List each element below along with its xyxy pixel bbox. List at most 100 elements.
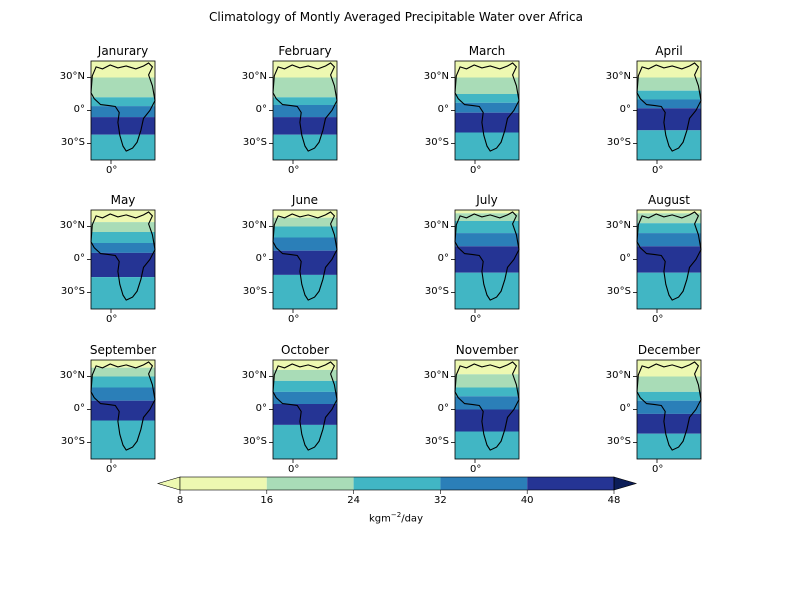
lon-tick-label: 0° — [470, 165, 482, 176]
contour-band — [455, 233, 519, 247]
contour-band — [273, 380, 337, 392]
map-panel-1 — [87, 60, 156, 164]
contour-band — [91, 360, 155, 368]
contour-band — [637, 433, 701, 459]
contour-band — [637, 210, 701, 214]
colorbar-segment — [440, 477, 528, 490]
lat-tick-label: 30°S — [424, 435, 449, 447]
lat-tick-label: 30°N — [605, 70, 631, 82]
panel-title: December — [637, 343, 701, 357]
contour-band — [91, 376, 155, 388]
panel-title: September — [89, 343, 157, 357]
map-panel-12 — [633, 359, 702, 463]
panel-title: April — [655, 44, 683, 58]
panel-title: July — [476, 193, 498, 207]
contour-band — [637, 272, 701, 309]
contour-band — [455, 396, 519, 410]
contour-band — [273, 97, 337, 105]
contour-band — [273, 226, 337, 238]
contour-band — [91, 61, 155, 78]
lon-tick-label: 0° — [470, 314, 482, 325]
lon-tick-label: 0° — [106, 464, 118, 475]
coastline — [90, 361, 156, 451]
lat-tick-label: 30°S — [60, 435, 85, 447]
lat-tick-label: 30°S — [424, 136, 449, 148]
contour-band — [273, 61, 337, 78]
panel-title: October — [280, 343, 330, 357]
colorbar-frame — [179, 476, 615, 491]
contour-band — [455, 102, 519, 113]
contour-band — [637, 99, 701, 109]
contour-band — [273, 369, 337, 381]
contour-band — [273, 360, 337, 370]
coastline — [454, 211, 520, 301]
figure-title: Climatology of Montly Averaged Precipita… — [209, 10, 583, 24]
lon-tick-label: 0° — [470, 464, 482, 475]
contour-band — [91, 387, 155, 401]
contour-band — [455, 210, 519, 214]
colorbar-segment — [353, 477, 441, 490]
contour-band — [637, 360, 701, 377]
coastline — [90, 62, 156, 152]
coastline — [272, 361, 338, 451]
colorbar-tick-label: 8 — [176, 495, 184, 506]
lat-tick-label: 30°N — [59, 70, 85, 82]
lat-tick-label: 0° — [73, 252, 85, 264]
map-panel-11 — [451, 359, 520, 463]
contour-band — [273, 237, 337, 251]
colorbar-tick-label: 48 — [607, 495, 621, 506]
contour-band — [455, 246, 519, 273]
panel-title: March — [468, 44, 506, 58]
map-panel-3 — [451, 60, 520, 164]
lon-tick-label: 0° — [106, 165, 118, 176]
lat-tick-label: 0° — [619, 103, 631, 115]
map-panel-5 — [87, 209, 156, 313]
lat-tick-label: 30°N — [605, 219, 631, 231]
contour-band — [637, 400, 701, 414]
lat-tick-label: 0° — [255, 402, 267, 414]
panel-title: June — [291, 193, 319, 207]
contour-band — [637, 413, 701, 434]
contour-band — [455, 272, 519, 309]
lat-tick-label: 30°N — [423, 369, 449, 381]
lon-tick-label: 0° — [652, 165, 664, 176]
lon-tick-label: 0° — [106, 314, 118, 325]
lat-tick-label: 30°S — [60, 285, 85, 297]
contour-band — [273, 105, 337, 118]
lat-tick-label: 30°S — [606, 285, 631, 297]
contour-band — [273, 210, 337, 218]
lat-tick-label: 30°S — [424, 285, 449, 297]
lon-tick-label: 0° — [288, 165, 300, 176]
colorbar-tick-label: 40 — [520, 495, 534, 506]
map-panel-9 — [87, 359, 156, 463]
contour-band — [637, 246, 701, 273]
colorbar-extend-low — [156, 476, 181, 491]
colorbar-tick-label: 32 — [434, 495, 447, 506]
contour-band — [455, 374, 519, 388]
lat-tick-label: 0° — [437, 252, 449, 264]
lat-tick-label: 30°S — [242, 285, 267, 297]
contour-band — [637, 108, 701, 131]
lat-tick-label: 30°S — [242, 136, 267, 148]
coastline — [454, 62, 520, 152]
contour-band — [273, 250, 337, 275]
colorbar-tick-label: 24 — [347, 495, 360, 506]
lon-tick-label: 0° — [652, 314, 664, 325]
contour-band — [637, 213, 701, 224]
contour-band — [273, 424, 337, 459]
colorbar-tick-label: 16 — [260, 495, 274, 506]
coastline — [636, 62, 702, 152]
coastline — [272, 62, 338, 152]
lat-tick-label: 0° — [619, 402, 631, 414]
lat-tick-label: 30°N — [59, 219, 85, 231]
map-panel-4 — [633, 60, 702, 164]
contour-band — [637, 61, 701, 78]
contour-band — [455, 213, 519, 221]
contour-band — [455, 221, 519, 234]
contour-band — [273, 77, 337, 98]
panel-title: May — [110, 193, 136, 207]
contour-band — [91, 106, 155, 118]
contour-band — [637, 77, 701, 91]
